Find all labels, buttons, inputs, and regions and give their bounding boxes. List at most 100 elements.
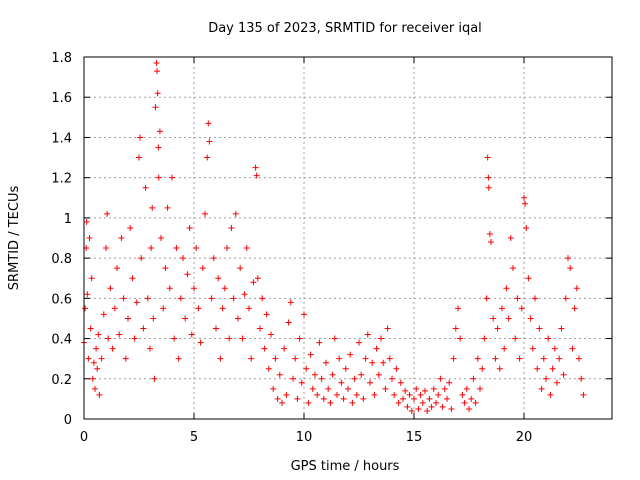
data-point <box>448 405 455 412</box>
data-point <box>536 325 543 332</box>
data-point <box>294 395 301 402</box>
data-point <box>375 371 382 378</box>
data-point <box>406 391 413 398</box>
data-point <box>250 279 257 286</box>
data-point <box>510 265 516 272</box>
data-point <box>221 285 228 292</box>
data-point <box>94 365 101 372</box>
data-point <box>84 291 91 298</box>
data-point <box>307 351 314 358</box>
data-point <box>186 224 193 231</box>
data-point <box>265 365 272 372</box>
data-point <box>382 385 389 392</box>
data-point <box>219 305 226 312</box>
data-point <box>338 379 345 386</box>
data-point <box>290 375 296 382</box>
data-point <box>137 134 144 141</box>
data-point <box>459 391 466 398</box>
data-point <box>235 315 241 322</box>
y-tick-label: 0.6 <box>51 292 72 307</box>
data-point <box>274 395 281 402</box>
data-point <box>325 385 332 392</box>
data-point <box>208 295 215 302</box>
data-point <box>353 391 360 398</box>
data-point <box>424 407 431 414</box>
data-point <box>268 331 274 338</box>
data-point <box>538 385 545 392</box>
data-point <box>228 224 235 231</box>
data-point <box>164 204 171 211</box>
data-point <box>155 174 162 181</box>
data-point <box>532 295 538 302</box>
y-tick-label: 1.8 <box>51 51 72 66</box>
data-point <box>149 204 156 211</box>
data-point <box>349 399 356 406</box>
data-point <box>389 375 395 382</box>
data-point <box>573 285 580 292</box>
data-point <box>562 295 569 302</box>
data-point <box>413 385 420 392</box>
data-point <box>356 339 362 346</box>
data-point <box>292 355 299 362</box>
data-point <box>215 275 222 282</box>
data-point <box>455 305 461 312</box>
data-point <box>151 375 158 382</box>
x-tick-label: 20 <box>516 430 533 445</box>
data-point <box>523 224 530 231</box>
data-point <box>527 315 534 322</box>
data-point <box>122 355 129 362</box>
data-point <box>512 335 519 342</box>
data-point <box>521 194 527 201</box>
data-point <box>206 138 213 145</box>
data-point <box>100 311 107 318</box>
data-point <box>474 355 481 362</box>
data-point <box>525 275 532 282</box>
data-point <box>481 335 488 342</box>
data-point <box>545 335 552 342</box>
data-point <box>92 385 98 392</box>
data-point <box>259 295 266 302</box>
data-point <box>342 365 349 372</box>
data-point <box>463 385 470 392</box>
data-point <box>160 305 167 312</box>
y-tick-label: 1.4 <box>51 131 72 146</box>
data-point <box>543 375 549 382</box>
data-point <box>138 255 145 262</box>
data-point <box>488 239 494 246</box>
data-point <box>239 335 246 342</box>
data-point <box>534 365 541 372</box>
data-point <box>153 60 160 67</box>
data-point <box>522 200 529 207</box>
data-point <box>411 395 417 402</box>
data-point <box>173 245 180 252</box>
data-point <box>334 391 340 398</box>
data-point <box>210 255 217 262</box>
y-axis-label: SRMTID / TECUs <box>7 186 22 291</box>
data-point <box>90 359 97 366</box>
data-point <box>486 230 493 237</box>
data-point <box>298 379 305 386</box>
data-point <box>213 325 219 332</box>
data-point <box>408 407 415 414</box>
data-point <box>150 315 157 322</box>
data-point <box>116 331 123 338</box>
data-point <box>496 365 503 372</box>
data-point <box>492 355 499 362</box>
data-point <box>567 265 574 272</box>
data-point <box>224 245 230 252</box>
data-point <box>483 295 490 302</box>
data-point <box>156 128 163 135</box>
data-point <box>281 345 288 352</box>
data-point <box>279 399 285 406</box>
data-point <box>241 291 248 298</box>
y-tick-label: 0.4 <box>51 333 72 348</box>
data-point <box>105 335 112 342</box>
data-point <box>182 315 189 322</box>
data-point <box>253 172 260 179</box>
data-point <box>479 365 486 372</box>
data-point <box>296 335 303 342</box>
data-point <box>391 391 398 398</box>
data-point <box>120 295 127 302</box>
y-tick-label: 1.6 <box>51 91 72 106</box>
data-point <box>576 355 582 362</box>
